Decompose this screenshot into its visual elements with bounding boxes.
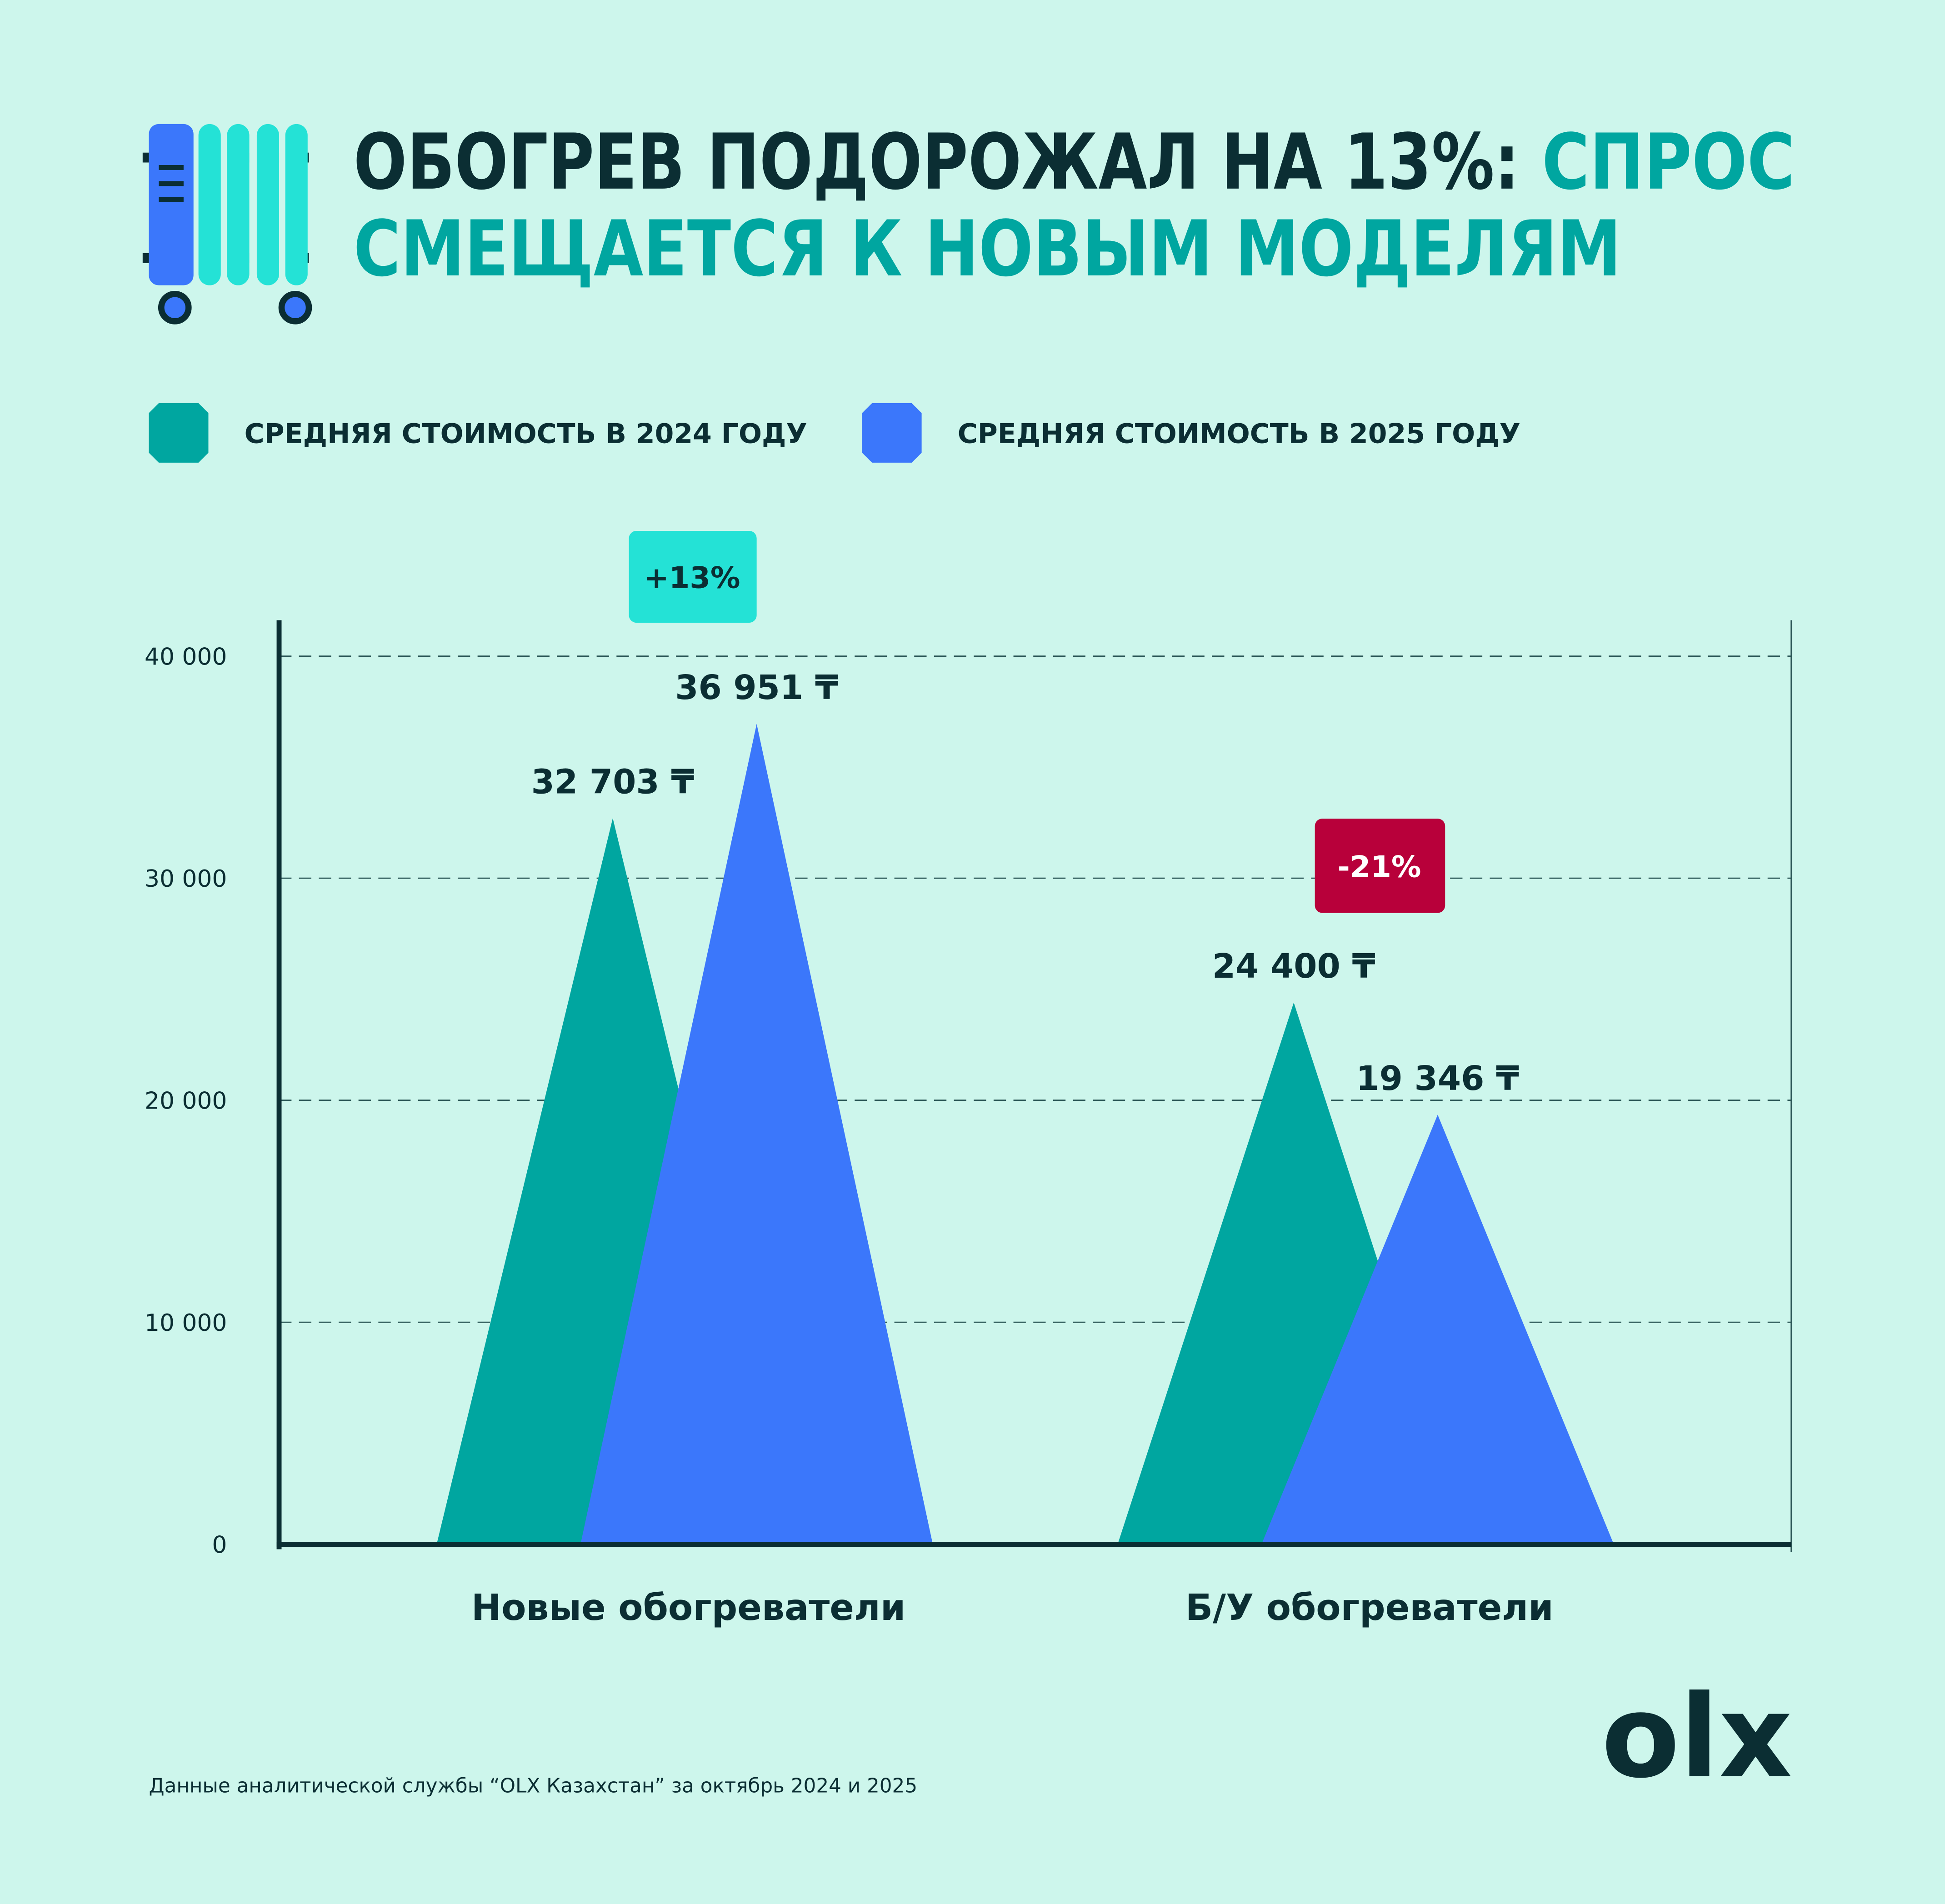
source-note: Данные аналитической службы “OLX Казахст…	[149, 1774, 917, 1797]
annotations: +13% -21%	[629, 531, 1445, 913]
legend-label: СРЕДНЯЯ СТОИМОСТЬ В 2024 ГОДУ	[245, 418, 807, 450]
annotation-box	[629, 531, 757, 623]
heater-icon	[142, 124, 315, 325]
annotation: +13%	[644, 561, 740, 595]
value-label: 32 703 ₸	[531, 763, 695, 802]
title-part: СМЕЩАЕТСЯ К НОВЫМ МОДЕЛЯМ	[354, 204, 1621, 294]
x-tick-label: Новые обогреватели	[471, 1587, 905, 1629]
triangle	[580, 724, 933, 1544]
triangle	[1261, 1114, 1614, 1544]
x-tick-label: Б/У обогреватели	[1185, 1587, 1554, 1629]
y-tick-label: 30 000	[145, 865, 227, 893]
y-tick-label: 20 000	[145, 1088, 227, 1115]
annotation: -21%	[1338, 850, 1421, 884]
value-label: 19 346 ₸	[1356, 1059, 1519, 1098]
annotation-box	[1315, 819, 1445, 913]
title-part: СПРОС	[1542, 117, 1795, 207]
title-part: ОБОГРЕВ ПОДОРОЖАЛ НА 13%:	[354, 117, 1520, 207]
y-tick-label: 40 000	[145, 644, 227, 671]
y-tick-label: 10 000	[145, 1309, 227, 1337]
legend-swatch	[149, 403, 209, 463]
legend-label: СРЕДНЯЯ СТОИМОСТЬ В 2025 ГОДУ	[958, 418, 1520, 450]
logo: olx	[1601, 1671, 1792, 1804]
legend-swatch	[862, 403, 922, 463]
value-label: 36 951 ₸	[675, 669, 838, 707]
y-tick-label: 0	[212, 1532, 227, 1559]
value-label: 24 400 ₸	[1212, 947, 1375, 986]
